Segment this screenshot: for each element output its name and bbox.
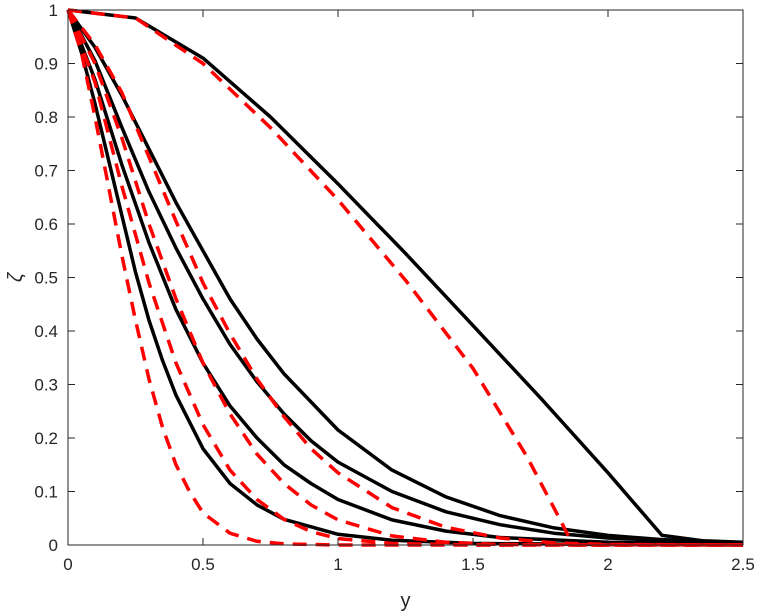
y-tick-label: 1 [49,1,58,20]
y-tick-label: 0.4 [34,322,58,341]
dashed-red-series-9 [66,9,743,547]
dashed-red-series-10 [66,9,743,547]
solid-black-series-1 [67,8,744,545]
y-tick-label: 0.9 [34,55,58,74]
x-tick-label: 1.5 [461,555,485,574]
x-tick-label: 0 [63,555,72,574]
y-tick-label: 0.2 [34,429,58,448]
y-tick-label: 0.1 [34,483,58,502]
y-tick-label: 0.6 [34,215,58,234]
x-tick-label: 2 [603,555,612,574]
x-tick-label: 2.5 [731,555,755,574]
series-layer [66,8,744,547]
y-axis-label: ζ [5,271,27,282]
dashed-red-series-7 [66,8,744,547]
dashed-red-series-8 [66,9,743,547]
x-tick-label: 0.5 [191,555,215,574]
solid-black-series-5 [66,9,744,547]
y-tick-label: 0.8 [34,108,58,127]
x-axis-label: y [401,590,411,612]
tick-layer: 0 0.5 1 1.5 2 2.5 0 0.1 0.2 0.3 0.4 0.5 0.6 0.7 0.8 0.9… [34,1,754,574]
x-tick-label: 1 [333,555,342,574]
y-tick-label: 0.3 [34,376,58,395]
y-tick-label: 0 [49,536,58,555]
y-tick-label: 0.7 [34,162,58,181]
y-tick-label: 0.5 [34,269,58,288]
